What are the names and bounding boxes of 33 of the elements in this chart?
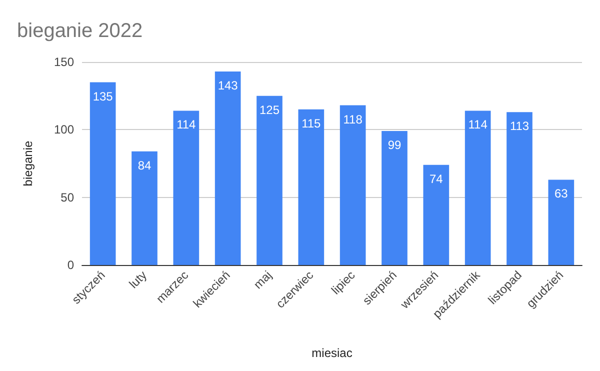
y-tick-label: 150 xyxy=(54,55,74,69)
y-tick-label: 0 xyxy=(67,258,74,272)
bar xyxy=(132,151,158,265)
data-label: 135 xyxy=(92,89,114,104)
bar xyxy=(340,105,366,265)
x-axis-title: miesiac xyxy=(312,346,352,360)
data-label: 84 xyxy=(138,158,152,172)
data-label: 125 xyxy=(259,102,280,117)
chart-title: bieganie 2022 xyxy=(17,20,143,42)
data-label: 74 xyxy=(429,172,444,186)
data-label: 114 xyxy=(176,118,196,132)
y-axis-title: bieganie xyxy=(21,140,35,186)
data-label: 115 xyxy=(302,116,322,130)
x-tick-label: maj xyxy=(250,268,274,292)
data-label: 143 xyxy=(218,78,238,92)
data-label: 99 xyxy=(388,138,402,152)
bar xyxy=(90,82,116,265)
y-tick-label: 50 xyxy=(60,190,74,204)
bar xyxy=(214,71,241,265)
bar xyxy=(382,131,408,265)
bar xyxy=(423,164,450,265)
bar xyxy=(506,112,532,265)
bar xyxy=(298,109,324,265)
y-tick-label: 100 xyxy=(54,122,74,137)
bar xyxy=(256,96,282,265)
data-label: 118 xyxy=(343,112,363,126)
data-label: 114 xyxy=(468,118,488,132)
bar xyxy=(464,110,491,265)
data-label: 63 xyxy=(554,186,568,201)
data-label: 113 xyxy=(510,119,530,134)
bar xyxy=(173,110,200,265)
x-tick-label: luty xyxy=(126,268,150,292)
bar xyxy=(548,180,574,265)
